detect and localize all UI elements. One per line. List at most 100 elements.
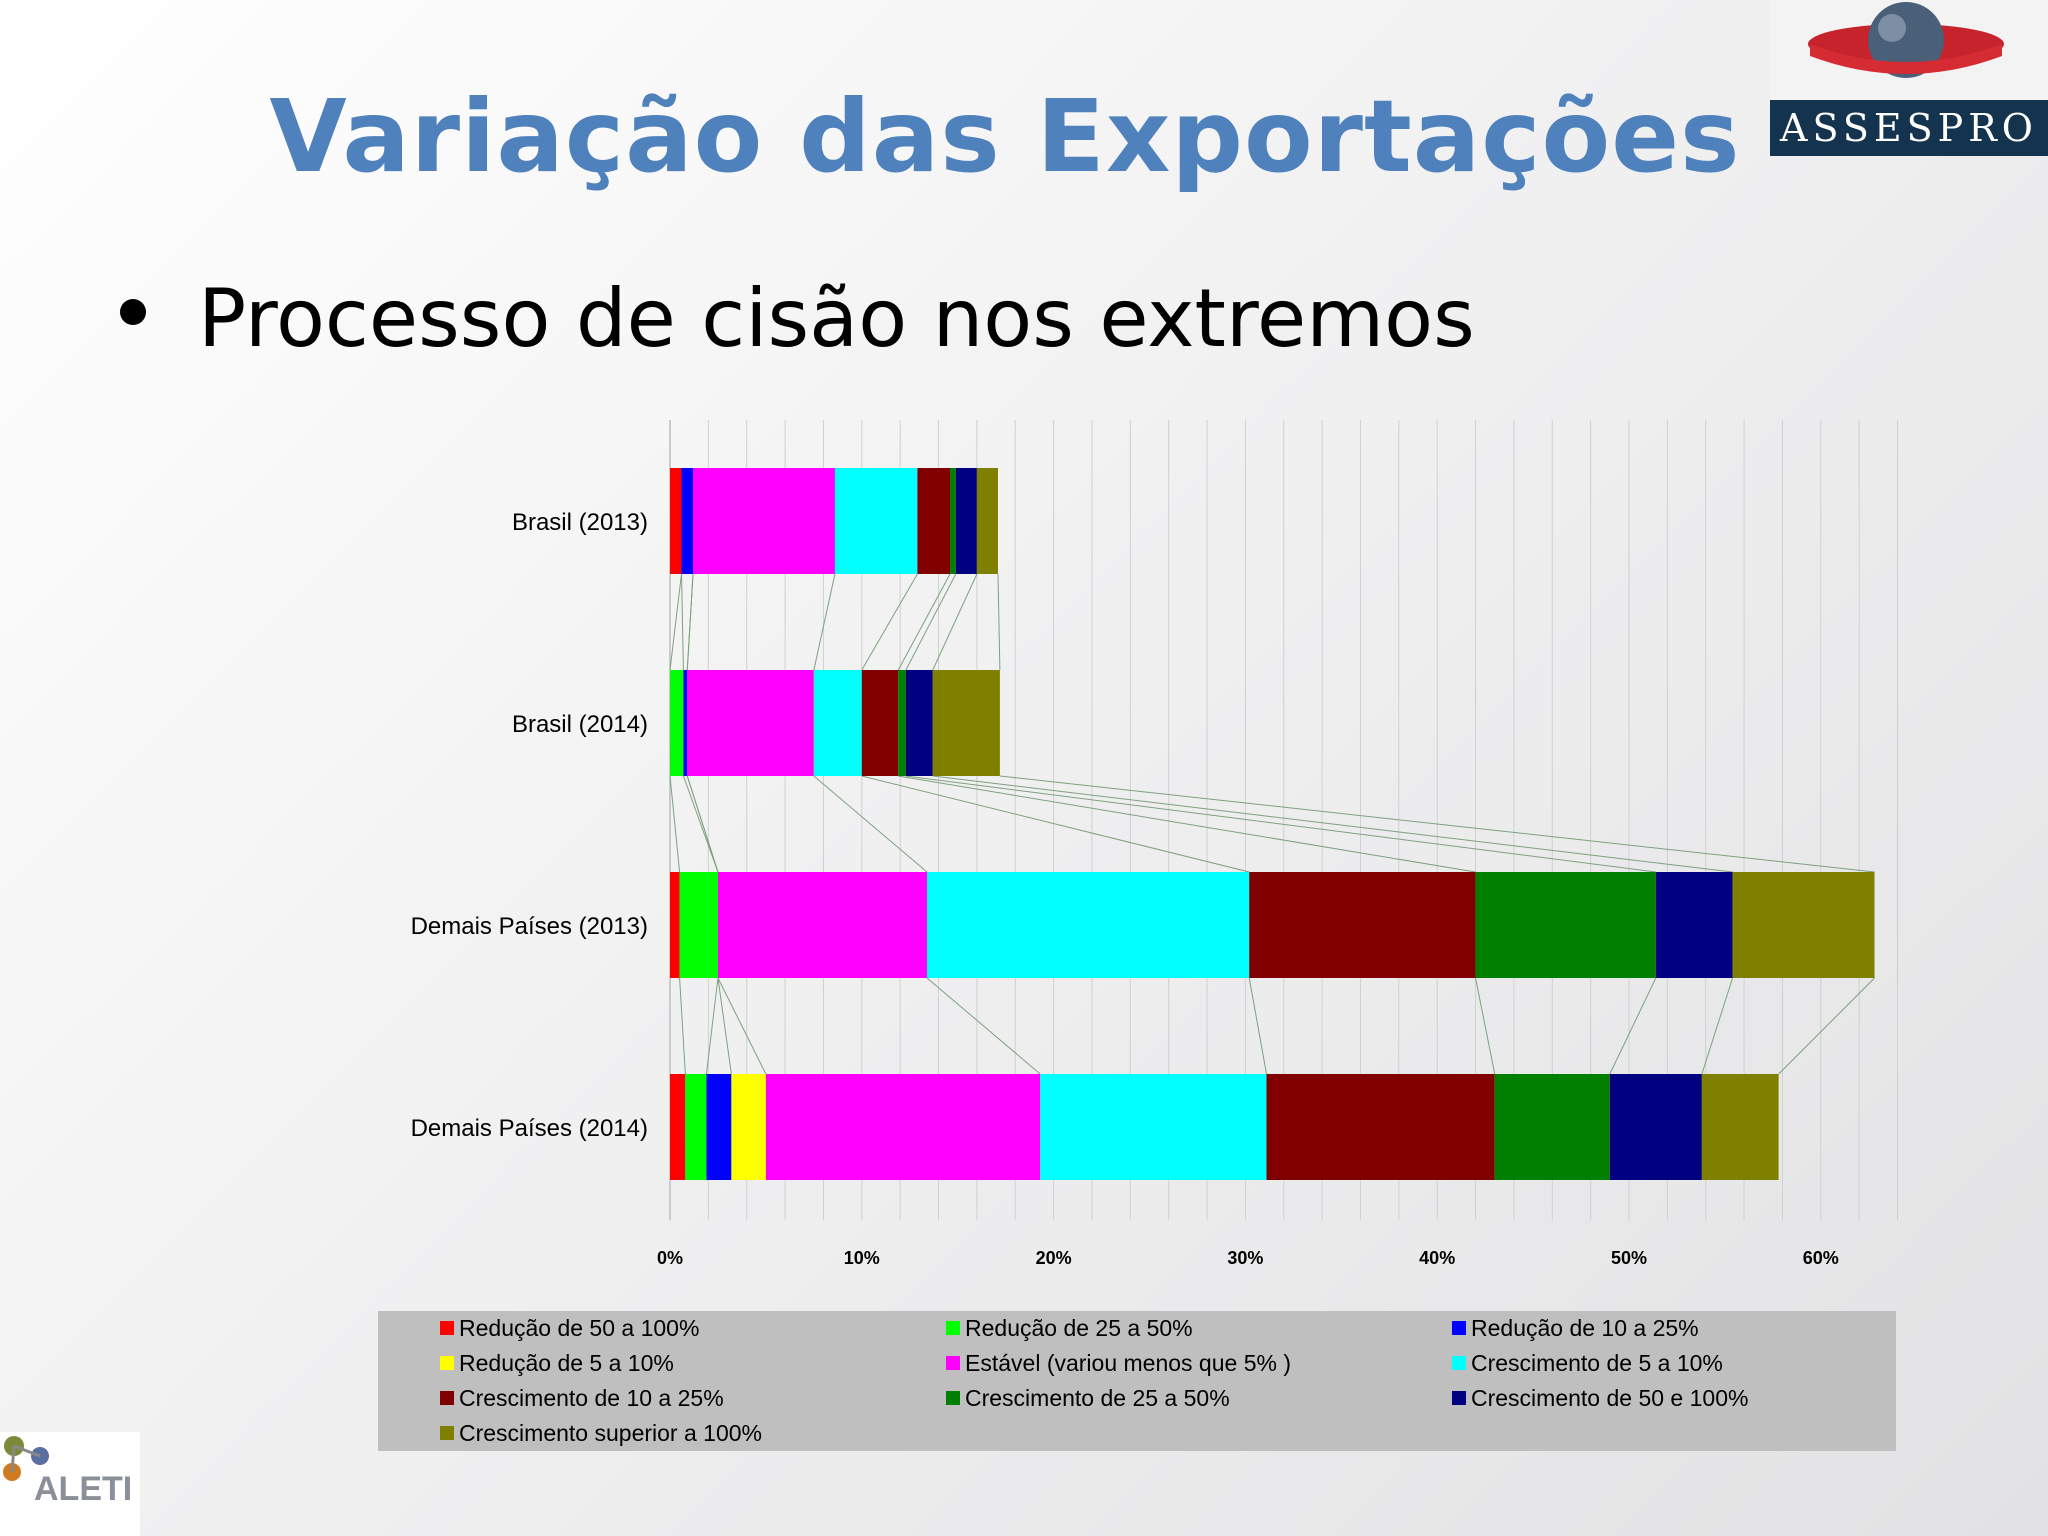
category-label: Demais Países (2013)	[411, 913, 648, 940]
bullet-point: Processo de cisão nos extremos	[120, 272, 1475, 365]
legend-label: Redução de 5 a 10%	[459, 1350, 674, 1376]
legend-label: Redução de 50 a 100%	[459, 1315, 700, 1341]
bar-segment	[717, 872, 928, 978]
bar-segment	[683, 670, 688, 776]
category-label: Brasil (2014)	[512, 711, 648, 738]
chart-legend: Redução de 50 a 100% Redução de 25 a 50% R…	[378, 1311, 1896, 1451]
legend-item: Redução de 25 a 50%	[946, 1315, 1193, 1342]
bar-segment	[927, 872, 1250, 978]
series-line	[898, 775, 1476, 873]
aleti-molecule-icon	[3, 1436, 49, 1481]
series-line	[717, 977, 767, 1075]
series-line	[861, 775, 1250, 873]
legend-item: Redução de 50 a 100%	[440, 1315, 699, 1342]
bar-segment	[765, 1074, 1041, 1180]
bar-segment	[1249, 872, 1476, 978]
legend-swatch	[946, 1390, 960, 1405]
series-line	[669, 573, 683, 671]
assespro-logo-text: ASSESPRO	[1770, 100, 2048, 156]
legend-label: Crescimento superior a 100%	[459, 1420, 762, 1446]
series-line	[681, 573, 684, 671]
series-line	[686, 775, 719, 873]
bar-segment	[685, 1074, 707, 1180]
bar-segment	[905, 670, 933, 776]
series-line	[717, 977, 732, 1075]
x-tick-label: 30%	[1227, 1248, 1263, 1268]
aleti-logo-text: ALETI	[34, 1470, 133, 1508]
chart-bars	[670, 468, 1875, 1180]
legend-item: Crescimento de 5 a 10%	[1452, 1350, 1723, 1377]
series-line	[932, 573, 978, 671]
category-label: Demais Países (2014)	[411, 1115, 648, 1142]
legend-item: Estável (variou menos que 5% )	[946, 1350, 1291, 1377]
series-line	[905, 775, 1656, 873]
legend-swatch	[440, 1425, 454, 1440]
legend-item: Crescimento de 50 e 100%	[1452, 1385, 1748, 1412]
legend-swatch	[1452, 1390, 1466, 1405]
series-line	[897, 573, 951, 671]
legend-label: Crescimento de 25 a 50%	[965, 1385, 1230, 1411]
series-line	[686, 573, 694, 671]
bar-segment	[1494, 1074, 1610, 1180]
legend-label: Crescimento de 10 a 25%	[459, 1385, 724, 1411]
bar-segment	[932, 670, 1000, 776]
series-line	[669, 775, 681, 873]
bar-segment	[1732, 872, 1875, 978]
series-line	[813, 775, 928, 873]
series-line	[932, 775, 1733, 873]
series-connector-lines	[669, 573, 1875, 1075]
bar-segment	[1609, 1074, 1702, 1180]
series-line	[861, 573, 918, 671]
assespro-logo	[1770, 0, 2048, 100]
bar-segment	[898, 670, 906, 776]
x-tick-label: 10%	[844, 1248, 880, 1268]
bar-segment	[917, 468, 951, 574]
bullet-text: Processo de cisão nos extremos	[198, 272, 1475, 365]
legend-swatch	[946, 1320, 960, 1335]
bar-segment	[706, 1074, 732, 1180]
bar-segment	[1701, 1074, 1779, 1180]
legend-swatch	[1452, 1320, 1466, 1335]
x-tick-label: 50%	[1611, 1248, 1647, 1268]
bar-segment	[681, 468, 694, 574]
bar-segment	[834, 468, 918, 574]
bar-segment	[670, 872, 680, 978]
bar-segment	[693, 468, 835, 574]
bar-segment	[1266, 1074, 1495, 1180]
legend-label: Redução de 10 a 25%	[1471, 1315, 1699, 1341]
chart-labels: Brasil (2013) Brasil (2014) Demais Países …	[411, 509, 1839, 1268]
legend-item: Crescimento de 25 a 50%	[946, 1385, 1230, 1412]
legend-item: Redução de 5 a 10%	[440, 1350, 674, 1377]
bar-segment	[687, 670, 814, 776]
bar-segment	[861, 670, 899, 776]
x-tick-label: 0%	[657, 1248, 683, 1268]
series-line	[1609, 977, 1657, 1075]
legend-item: Redução de 10 a 25%	[1452, 1315, 1699, 1342]
x-tick-label: 20%	[1036, 1248, 1072, 1268]
bar-segment	[976, 468, 998, 574]
legend-label: Crescimento de 50 e 100%	[1471, 1385, 1749, 1411]
legend-swatch	[440, 1320, 454, 1335]
x-tick-label: 40%	[1419, 1248, 1455, 1268]
series-line	[682, 775, 719, 873]
bar-segment	[1040, 1074, 1267, 1180]
bar-segment	[950, 468, 956, 574]
stacked-bar-chart: Brasil (2013) Brasil (2014) Demais Países …	[411, 420, 1899, 1268]
series-line	[905, 573, 957, 671]
series-line	[926, 977, 1041, 1075]
legend-item: Crescimento superior a 100%	[440, 1420, 762, 1447]
series-line	[705, 977, 719, 1075]
legend-label: Crescimento de 5 a 10%	[1471, 1350, 1723, 1376]
legend-swatch	[1452, 1355, 1466, 1370]
slide-title: Variação das Exportações	[269, 78, 1741, 195]
series-line	[997, 573, 1001, 671]
legend-label: Redução de 25 a 50%	[965, 1315, 1193, 1341]
series-line	[1248, 977, 1267, 1075]
aleti-logo	[0, 1432, 140, 1536]
bar-segment	[1475, 872, 1656, 978]
legend-label: Estável (variou menos que 5% )	[965, 1350, 1291, 1376]
series-line	[813, 573, 836, 671]
bar-segment	[1655, 872, 1733, 978]
series-line	[1475, 977, 1496, 1075]
legend-item: Crescimento de 10 a 25%	[440, 1385, 724, 1412]
